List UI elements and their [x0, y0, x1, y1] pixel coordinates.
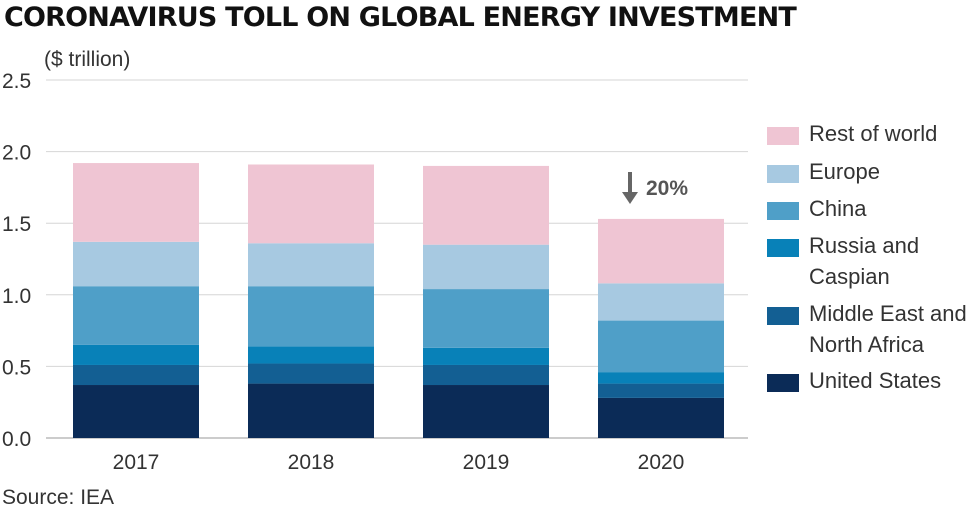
legend-label: United States	[809, 368, 942, 393]
bar-segment	[423, 165, 549, 245]
bar-segment	[423, 244, 549, 290]
x-tick-label: 2020	[638, 451, 685, 474]
bars	[73, 163, 724, 438]
bar-segment	[423, 364, 549, 386]
legend-swatch	[767, 307, 799, 325]
x-axis-ticks: 2017 2018 2019 2020	[113, 451, 685, 474]
bar-segment	[248, 164, 374, 244]
bar-segment	[598, 397, 724, 438]
legend-label: Middle East and North Africa	[809, 301, 967, 357]
x-tick-label: 2017	[113, 451, 160, 474]
legend: Rest of world Europe China Russia and Ca…	[767, 0, 980, 420]
legend-label: China	[809, 196, 867, 221]
bar-segment	[248, 383, 374, 438]
legend-swatch	[767, 239, 799, 257]
bar-segment	[598, 320, 724, 373]
legend-label: Russia and Caspian	[809, 233, 920, 289]
legend-swatch	[767, 202, 799, 220]
bar-segment	[73, 241, 199, 287]
x-tick-label: 2019	[463, 451, 510, 474]
legend-swatch	[767, 165, 799, 183]
y-tick-label: 1.5	[2, 213, 31, 236]
annotation-group: 20%	[622, 172, 688, 204]
bar-segment	[73, 344, 199, 365]
y-axis-unit-label: ($ trillion)	[44, 48, 131, 71]
bar-segment	[248, 346, 374, 364]
legend-swatch	[767, 127, 799, 145]
bar-segment	[248, 363, 374, 384]
bar-segment	[248, 243, 374, 287]
y-tick-label: 0.0	[2, 428, 31, 451]
bar-segment	[73, 364, 199, 386]
bar-segment	[73, 286, 199, 345]
chart-title: CORONAVIRUS TOLL ON GLOBAL ENERGY INVEST…	[4, 2, 797, 33]
y-axis-ticks: 0.0 0.5 1.0 1.5 2.0 2.5	[2, 70, 31, 451]
bar-segment	[73, 163, 199, 242]
bar-segment	[598, 218, 724, 284]
bar-segment	[598, 383, 724, 398]
y-tick-label: 2.5	[2, 70, 31, 93]
bar-segment	[598, 372, 724, 384]
bar-segment	[73, 385, 199, 438]
y-tick-label: 1.0	[2, 285, 31, 308]
bar-segment	[248, 286, 374, 347]
bar-segment	[598, 283, 724, 321]
legend-label: Europe	[809, 159, 880, 184]
bar-segment	[423, 347, 549, 365]
source-note: Source: IEA	[2, 486, 115, 509]
down-arrow-head-icon	[622, 192, 638, 204]
bar-segment	[423, 289, 549, 348]
x-tick-label: 2018	[288, 451, 335, 474]
y-tick-label: 0.5	[2, 356, 31, 379]
legend-swatch	[767, 374, 799, 392]
bar-segment	[423, 385, 549, 438]
annotation-label: 20%	[646, 177, 688, 200]
y-tick-label: 2.0	[2, 142, 31, 165]
legend-label: Rest of world	[809, 121, 938, 146]
